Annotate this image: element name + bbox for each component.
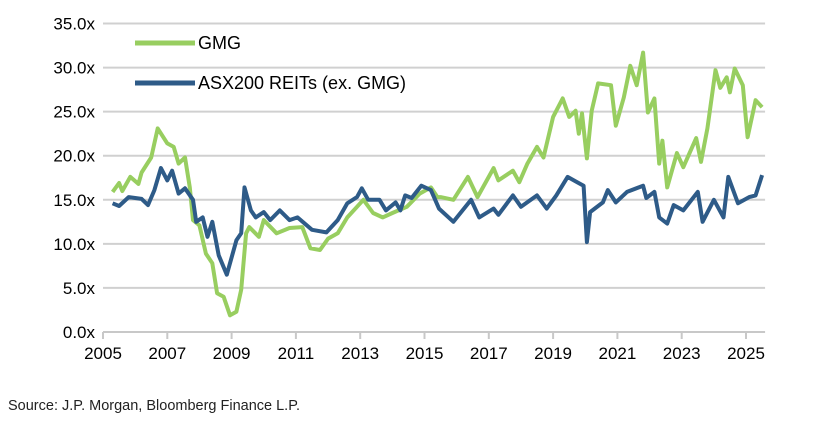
x-tick-label: 2019 bbox=[534, 344, 572, 363]
y-tick-label: 15.0x bbox=[53, 191, 95, 210]
axes: 0.0x 5.0x 10.0x 15.0x 20.0x 25.0x 30.0x 35.0x 20… bbox=[53, 15, 766, 363]
x-tick-label: 2007 bbox=[148, 344, 186, 363]
y-tick-label: 25.0x bbox=[53, 103, 95, 122]
x-tick-label: 2011 bbox=[278, 344, 315, 363]
legend: GMG ASX200 REITs (ex. GMG) bbox=[135, 33, 406, 93]
series-line-asx200-reits bbox=[111, 166, 765, 277]
legend-label-gmg: GMG bbox=[198, 33, 241, 53]
series-lines bbox=[110, 50, 765, 318]
x-tick-label: 2025 bbox=[727, 344, 765, 363]
x-tick-label: 2009 bbox=[213, 344, 251, 363]
y-tick-label: 10.0x bbox=[53, 235, 95, 254]
series-line-gmg bbox=[110, 50, 764, 318]
y-tick-label: 0.0x bbox=[63, 323, 96, 342]
x-tick-label: 2023 bbox=[663, 344, 701, 363]
x-tick-label: 2017 bbox=[470, 344, 508, 363]
x-tick-label: 2021 bbox=[598, 344, 636, 363]
source-note: Source: J.P. Morgan, Bloomberg Finance L… bbox=[8, 398, 301, 414]
x-tick-label: 2013 bbox=[341, 344, 379, 363]
legend-label-reits: ASX200 REITs (ex. GMG) bbox=[198, 73, 406, 93]
y-tick-label: 35.0x bbox=[53, 15, 95, 34]
x-tick-label: 2015 bbox=[406, 344, 444, 363]
y-tick-label: 20.0x bbox=[53, 147, 95, 166]
y-tick-label: 30.0x bbox=[53, 59, 95, 78]
y-tick-label: 5.0x bbox=[63, 279, 96, 298]
x-tick-label: 2005 bbox=[84, 344, 122, 363]
